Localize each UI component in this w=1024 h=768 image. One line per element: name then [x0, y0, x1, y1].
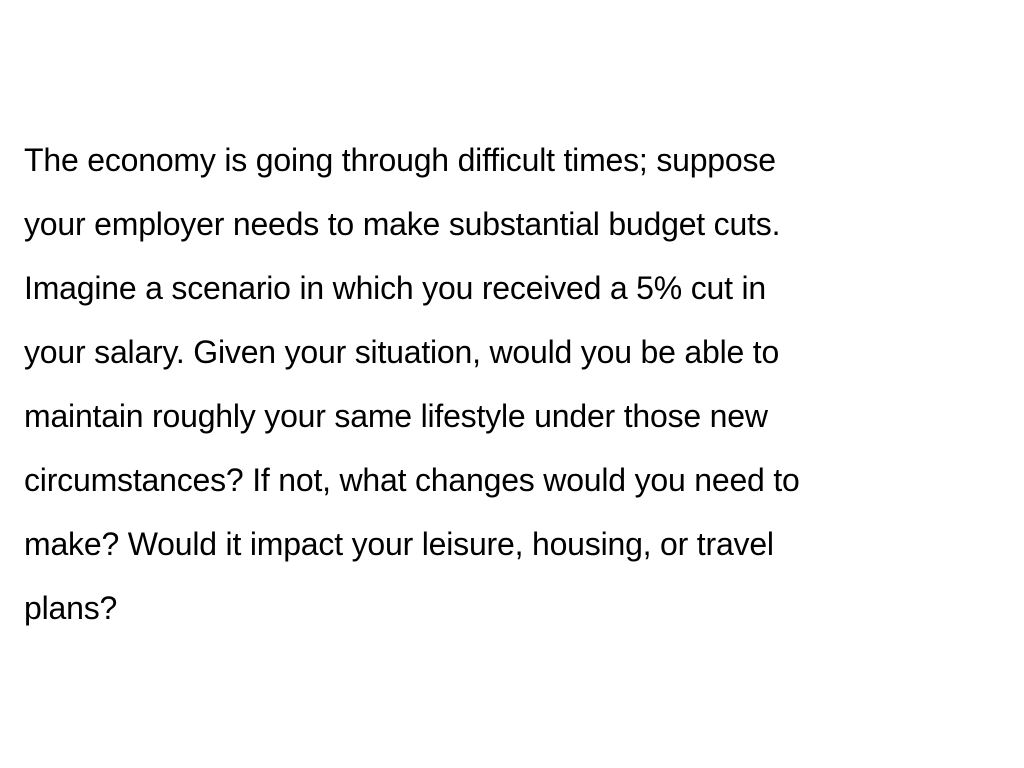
- text-line: circumstances? If not, what changes woul…: [24, 462, 800, 498]
- text-line: maintain roughly your same lifestyle und…: [24, 398, 768, 434]
- text-line: your employer needs to make substantial …: [24, 206, 781, 242]
- text-line: The economy is going through difficult t…: [24, 142, 776, 178]
- question-text: The economy is going through difficult t…: [24, 128, 1014, 640]
- text-line: plans?: [24, 590, 118, 626]
- text-line: make? Would it impact your leisure, hous…: [24, 526, 774, 562]
- text-line: Imagine a scenario in which you received…: [24, 270, 767, 306]
- text-line: your salary. Given your situation, would…: [24, 334, 780, 370]
